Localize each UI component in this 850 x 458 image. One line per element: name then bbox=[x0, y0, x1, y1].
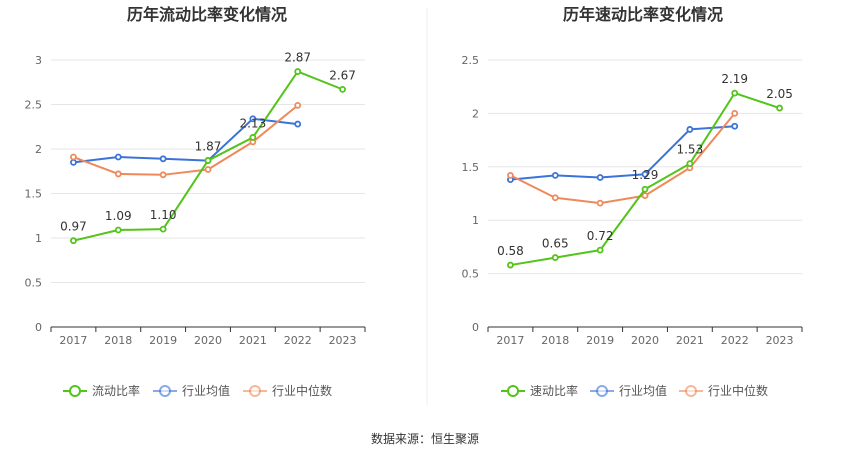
x-tick-label: 2021 bbox=[676, 334, 704, 347]
data-point-industry-median[interactable] bbox=[731, 110, 739, 117]
data-point-company[interactable] bbox=[731, 89, 739, 97]
y-tick-label: 2.5 bbox=[462, 54, 480, 67]
data-point-industry-avg[interactable] bbox=[70, 158, 77, 166]
y-tick-label: 2 bbox=[35, 143, 42, 156]
legend-swatch-marker[interactable] bbox=[507, 385, 519, 397]
y-tick-label: 1.5 bbox=[25, 188, 43, 201]
data-point-industry-avg[interactable] bbox=[294, 120, 302, 128]
x-tick-label: 2018 bbox=[541, 334, 569, 347]
data-point-company[interactable] bbox=[686, 160, 694, 167]
data-point-company[interactable] bbox=[339, 85, 346, 93]
data-point-industry-median[interactable] bbox=[70, 153, 77, 161]
y-tick-label: 1.5 bbox=[462, 161, 480, 174]
legend-swatch-marker[interactable] bbox=[596, 385, 608, 397]
y-tick-label: 0 bbox=[35, 321, 42, 334]
chart-title-current-ratio: 历年流动比率变化情况 bbox=[127, 5, 287, 24]
series-line-industry-median bbox=[73, 104, 299, 176]
x-tick-label: 2021 bbox=[239, 334, 267, 347]
data-label: 0.58 bbox=[497, 244, 524, 258]
x-tick-label: 2017 bbox=[59, 334, 87, 347]
data-label: 2.67 bbox=[329, 68, 356, 82]
series-line-industry-avg bbox=[73, 117, 298, 164]
data-point-industry-median[interactable] bbox=[114, 170, 122, 178]
chart-title-quick-ratio: 历年速动比率变化情况 bbox=[563, 5, 723, 24]
legend-swatch-marker[interactable] bbox=[159, 385, 171, 397]
y-tick-label: 0.5 bbox=[25, 277, 43, 290]
data-label: 1.09 bbox=[105, 209, 132, 223]
x-tick-label: 2022 bbox=[284, 334, 312, 347]
data-label: 2.05 bbox=[766, 87, 793, 101]
current-ratio-chart: 0 0.5 1 1.5 2 2.5 3 2017 2018 2019 2020 2021 2022 202… bbox=[25, 51, 366, 398]
y-tick-label: 1 bbox=[35, 232, 42, 245]
data-point-company[interactable] bbox=[551, 254, 559, 261]
data-point-industry-avg[interactable] bbox=[114, 153, 122, 161]
data-point-industry-avg[interactable] bbox=[551, 171, 559, 179]
x-tick-label: 2019 bbox=[149, 334, 177, 347]
legend-swatch-marker[interactable] bbox=[249, 385, 261, 397]
data-label: 1.53 bbox=[676, 143, 703, 157]
x-tick-label: 2019 bbox=[586, 334, 614, 347]
quick-ratio-chart: 0 0.5 1 1.5 2 2.5 2017 2018 2019 2020 2021 2022 2023… bbox=[462, 54, 803, 398]
y-tick-label: 3 bbox=[35, 54, 42, 67]
legend-label-industry-avg[interactable]: 行业均值 bbox=[619, 383, 667, 398]
data-point-industry-median[interactable] bbox=[507, 171, 514, 179]
x-tick-label: 2017 bbox=[496, 334, 524, 347]
data-point-industry-avg[interactable] bbox=[249, 115, 257, 123]
x-tick-label: 2022 bbox=[721, 334, 749, 347]
y-tick-label: 0.5 bbox=[462, 268, 480, 281]
legend-label-industry-avg[interactable]: 行业均值 bbox=[182, 383, 230, 398]
data-point-industry-avg[interactable] bbox=[686, 126, 694, 133]
data-label: 0.65 bbox=[542, 237, 569, 251]
data-point-company[interactable] bbox=[249, 134, 257, 141]
data-source: 数据来源：恒生聚源 bbox=[371, 431, 479, 446]
y-tick-label: 1 bbox=[472, 214, 479, 227]
data-point-company[interactable] bbox=[70, 237, 77, 245]
data-label: 2.19 bbox=[721, 72, 748, 86]
y-tick-label: 2.5 bbox=[25, 99, 43, 112]
data-point-industry-median[interactable] bbox=[551, 194, 559, 202]
data-label: 0.97 bbox=[60, 220, 87, 234]
data-label: 1.29 bbox=[632, 168, 659, 182]
legend-label-company[interactable]: 速动比率 bbox=[530, 383, 578, 398]
data-point-company[interactable] bbox=[159, 225, 167, 233]
data-point-industry-avg[interactable] bbox=[159, 155, 167, 163]
x-tick-label: 2020 bbox=[631, 334, 659, 347]
data-label: 1.87 bbox=[195, 140, 222, 154]
data-label: 0.72 bbox=[587, 229, 614, 243]
data-label: 2.87 bbox=[284, 51, 311, 65]
data-point-industry-avg[interactable] bbox=[731, 122, 739, 130]
data-point-industry-median[interactable] bbox=[294, 101, 302, 109]
data-point-company[interactable] bbox=[114, 226, 122, 234]
data-point-company[interactable] bbox=[641, 185, 649, 193]
y-tick-label: 2 bbox=[472, 107, 479, 120]
legend-label-industry-median[interactable]: 行业中位数 bbox=[708, 383, 768, 398]
x-tick-label: 2023 bbox=[766, 334, 794, 347]
y-tick-label: 0 bbox=[472, 321, 479, 334]
data-point-industry-median[interactable] bbox=[159, 171, 167, 179]
legend-swatch-marker[interactable] bbox=[69, 385, 81, 397]
data-label: 1.10 bbox=[150, 208, 177, 222]
data-point-company[interactable] bbox=[294, 68, 302, 75]
data-point-industry-median[interactable] bbox=[204, 166, 212, 173]
legend-swatch-marker[interactable] bbox=[685, 385, 697, 397]
data-point-company[interactable] bbox=[776, 104, 783, 112]
series-line-industry-median bbox=[509, 112, 736, 205]
x-tick-label: 2020 bbox=[194, 334, 222, 347]
data-point-company[interactable] bbox=[204, 157, 212, 164]
legend-label-industry-median[interactable]: 行业中位数 bbox=[272, 383, 332, 398]
data-point-company[interactable] bbox=[507, 261, 514, 269]
legend-label-company[interactable]: 流动比率 bbox=[92, 383, 140, 398]
x-tick-label: 2018 bbox=[104, 334, 132, 347]
data-label: 2.13 bbox=[239, 116, 266, 130]
x-tick-label: 2023 bbox=[329, 334, 357, 347]
data-point-industry-median[interactable] bbox=[641, 192, 649, 200]
data-point-company[interactable] bbox=[596, 246, 604, 254]
data-point-industry-avg[interactable] bbox=[641, 170, 649, 178]
series-line-industry-avg bbox=[510, 125, 735, 181]
data-point-industry-avg[interactable] bbox=[596, 174, 604, 181]
data-point-industry-median[interactable] bbox=[596, 199, 604, 207]
